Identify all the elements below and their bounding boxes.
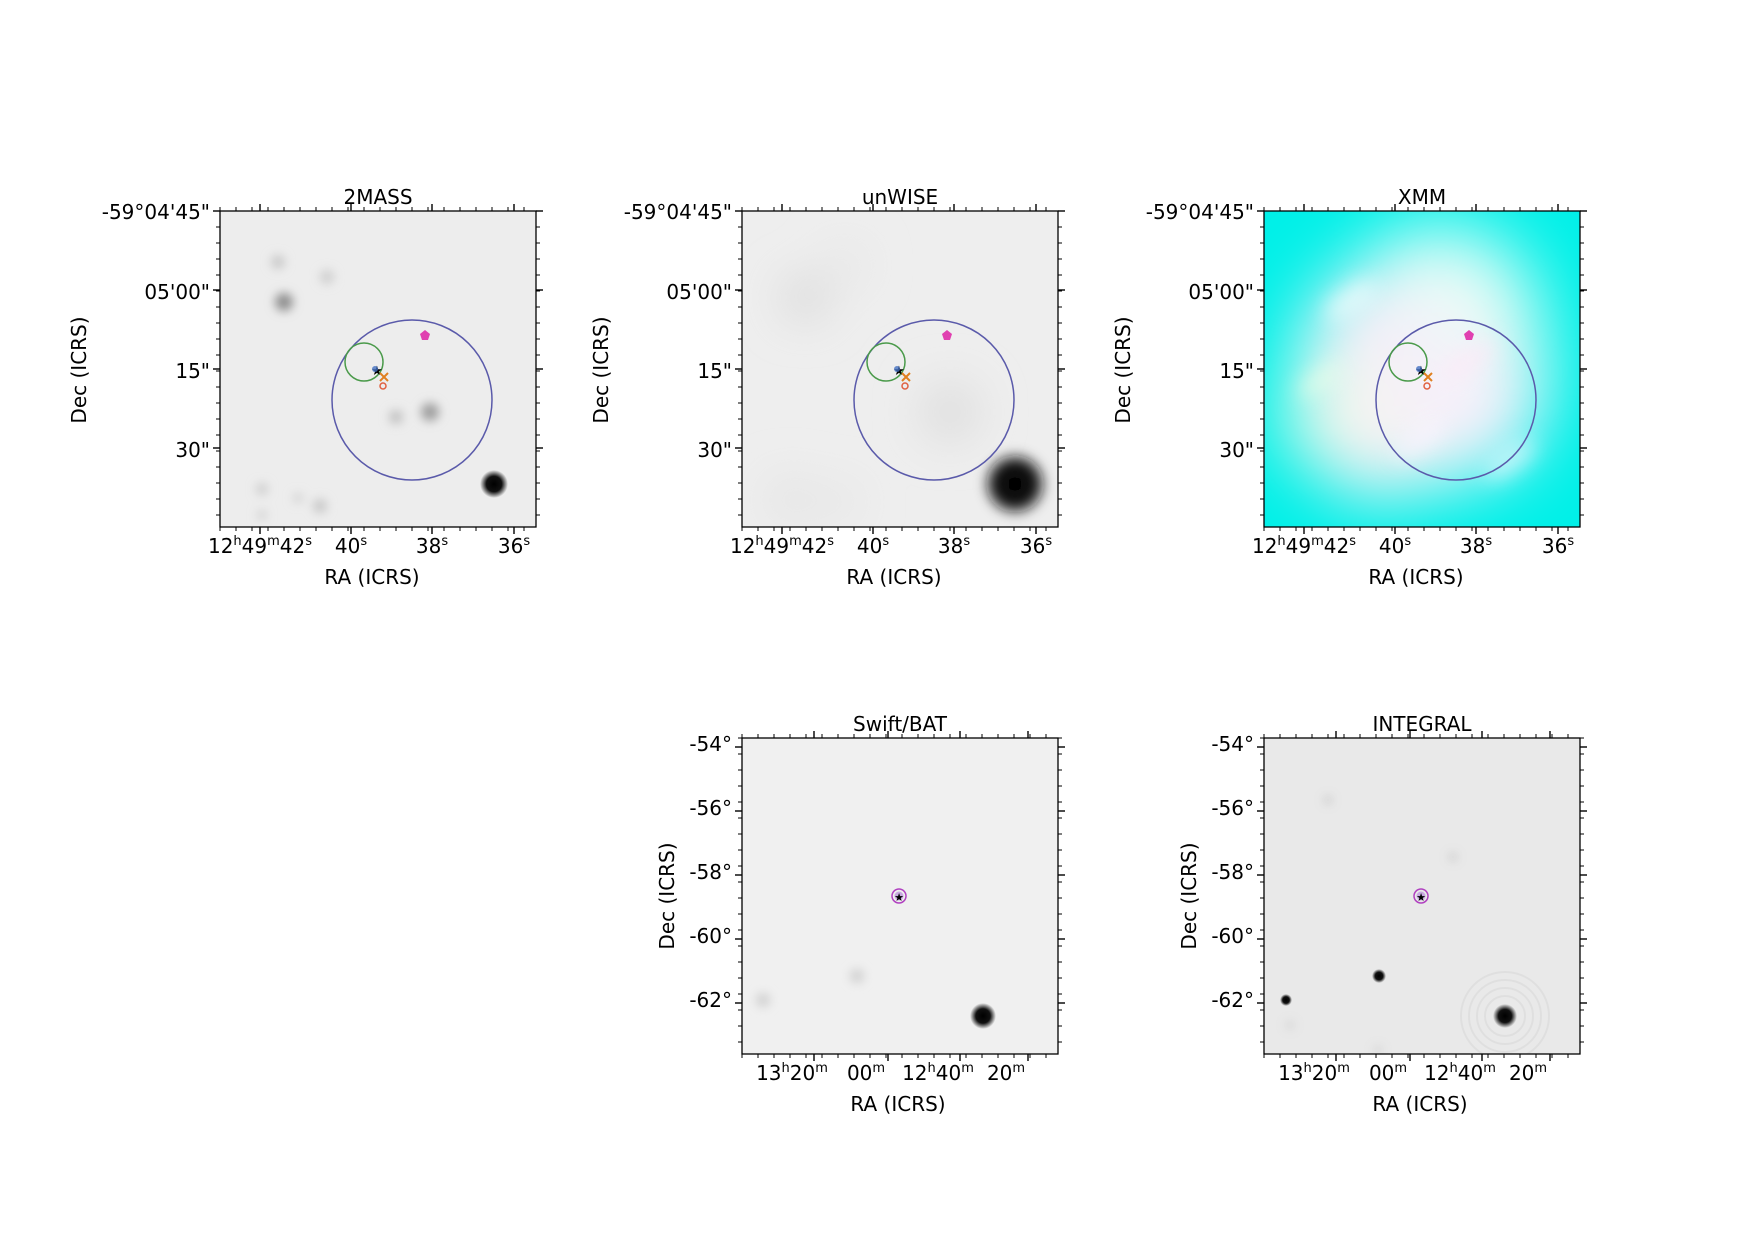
dec-tick-label: -58° — [1211, 860, 1254, 884]
ra-tick-label: 12h49m42s — [208, 534, 312, 558]
svg-text:★: ★ — [894, 891, 904, 904]
ra-tick-label: 36s — [498, 534, 530, 558]
x-axis-label: RA (ICRS) — [1368, 565, 1463, 589]
dec-tick-label: 15" — [1219, 359, 1254, 383]
panel-2mass: 2MASS ★ — [67, 185, 543, 589]
ra-tick-labels: 13h20m 00m 12h40m 20m — [1278, 1061, 1547, 1085]
ra-tick-label: 40s — [857, 534, 889, 558]
dec-tick-label: -59°04'45" — [624, 200, 732, 224]
x-axis-label: RA (ICRS) — [1372, 1092, 1467, 1116]
panel-swift-bat: Swift/BAT ★ -54° -56° -58° -60° -62° 13h… — [655, 712, 1065, 1116]
ra-tick-label: 12h40m — [902, 1061, 974, 1085]
x-axis-label: RA (ICRS) — [850, 1092, 945, 1116]
dec-tick-label: -59°04'45" — [1146, 200, 1254, 224]
dec-tick-label: 05'00" — [666, 280, 732, 304]
dec-tick-label: 30" — [175, 438, 210, 462]
ra-tick-label: 12h49m42s — [730, 534, 834, 558]
panel-title: XMM — [1398, 185, 1446, 209]
ra-tick-labels: 13h20m 00m 12h40m 20m — [756, 1061, 1025, 1085]
source — [1372, 969, 1386, 983]
ra-tick-label: 12h49m42s — [1252, 534, 1356, 558]
dec-tick-label: 15" — [175, 359, 210, 383]
overlay-markers: ★ — [891, 888, 907, 904]
dec-tick-label: 15" — [697, 359, 732, 383]
dec-tick-label: 05'00" — [144, 280, 210, 304]
panel-title: INTEGRAL — [1372, 712, 1472, 736]
ra-tick-label: 13h20m — [756, 1061, 828, 1085]
axes-ticks — [735, 204, 1065, 534]
panel-title: 2MASS — [343, 185, 412, 209]
x-axis-label: RA (ICRS) — [324, 565, 419, 589]
dec-tick-labels: -54° -56° -58° -60° -62° — [1211, 732, 1254, 1012]
dec-tick-label: 05'00" — [1188, 280, 1254, 304]
ra-tick-label: 13h20m — [1278, 1061, 1350, 1085]
ra-tick-label: 20m — [1509, 1061, 1547, 1085]
svg-text:★: ★ — [1416, 891, 1426, 904]
dec-tick-label: -60° — [1211, 924, 1254, 948]
panel-integral: INTEGRAL ★ — [1177, 712, 1587, 1116]
dec-tick-labels: -59°04'45" 05'00" 15" 30" — [1146, 200, 1254, 462]
ra-tick-label: 38s — [938, 534, 970, 558]
ra-tick-label: 40s — [1379, 534, 1411, 558]
panel-title: unWISE — [862, 185, 938, 209]
ra-tick-label: 36s — [1020, 534, 1052, 558]
axes-ticks — [1257, 731, 1587, 1061]
sky-image — [742, 211, 1058, 527]
dec-tick-label: -58° — [689, 860, 732, 884]
bright-source — [970, 1003, 996, 1029]
dec-tick-label: -62° — [1211, 988, 1254, 1012]
y-axis-label: Dec (ICRS) — [67, 316, 91, 423]
y-axis-label: Dec (ICRS) — [1177, 842, 1201, 949]
overlay-markers: ★ — [1413, 888, 1429, 904]
ra-tick-label: 00m — [1369, 1061, 1407, 1085]
ra-tick-label: 36s — [1542, 534, 1574, 558]
overlay-markers: ★ — [331, 319, 493, 481]
dec-tick-label: -54° — [689, 732, 732, 756]
dec-tick-label: -56° — [1211, 796, 1254, 820]
ra-tick-label: 38s — [1460, 534, 1492, 558]
panel-title: Swift/BAT — [853, 712, 948, 736]
dec-tick-label: -60° — [689, 924, 732, 948]
axes-ticks — [1257, 204, 1587, 534]
dec-tick-label: -62° — [689, 988, 732, 1012]
dec-tick-label: 30" — [697, 438, 732, 462]
bright-source — [480, 470, 508, 498]
bright-source — [1493, 1004, 1517, 1028]
ra-tick-label: 38s — [416, 534, 448, 558]
dec-tick-labels: -54° -56° -58° -60° -62° — [689, 732, 732, 1012]
svg-text:★: ★ — [371, 364, 383, 379]
ra-tick-label: 20m — [987, 1061, 1025, 1085]
overlay-markers: ★ — [853, 319, 1015, 481]
x-axis-label: RA (ICRS) — [846, 565, 941, 589]
dec-tick-label: 30" — [1219, 438, 1254, 462]
bright-source — [981, 450, 1049, 518]
ra-tick-labels: 12h49m42s 40s 38s 36s — [1252, 534, 1574, 558]
y-axis-label: Dec (ICRS) — [589, 316, 613, 423]
axes-ticks — [735, 731, 1065, 1061]
axes-ticks — [213, 204, 543, 534]
ra-tick-labels: 12h49m42s 40s 38s 36s — [208, 534, 530, 558]
ra-tick-label: 12h40m — [1424, 1061, 1496, 1085]
dec-tick-label: -59°04'45" — [102, 200, 210, 224]
ra-tick-label: 40s — [335, 534, 367, 558]
panel-unwise: unWISE ★ -59°04'45" 05'00" — [589, 185, 1065, 589]
panel-xmm: XMM ★ — [1111, 185, 1587, 589]
svg-text:★: ★ — [893, 364, 905, 379]
source — [1280, 994, 1292, 1006]
overlay-markers: ★ — [1375, 319, 1537, 481]
y-axis-label: Dec (ICRS) — [655, 842, 679, 949]
dec-tick-labels: -59°04'45" 05'00" 15" 30" — [624, 200, 732, 462]
ra-tick-label: 00m — [847, 1061, 885, 1085]
dec-tick-label: -56° — [689, 796, 732, 820]
y-axis-label: Dec (ICRS) — [1111, 316, 1135, 423]
dec-tick-labels: -59°04'45" 05'00" 15" 30" — [102, 200, 210, 462]
svg-text:★: ★ — [1415, 364, 1427, 379]
ra-tick-labels: 12h49m42s 40s 38s 36s — [730, 534, 1052, 558]
dec-tick-label: -54° — [1211, 732, 1254, 756]
